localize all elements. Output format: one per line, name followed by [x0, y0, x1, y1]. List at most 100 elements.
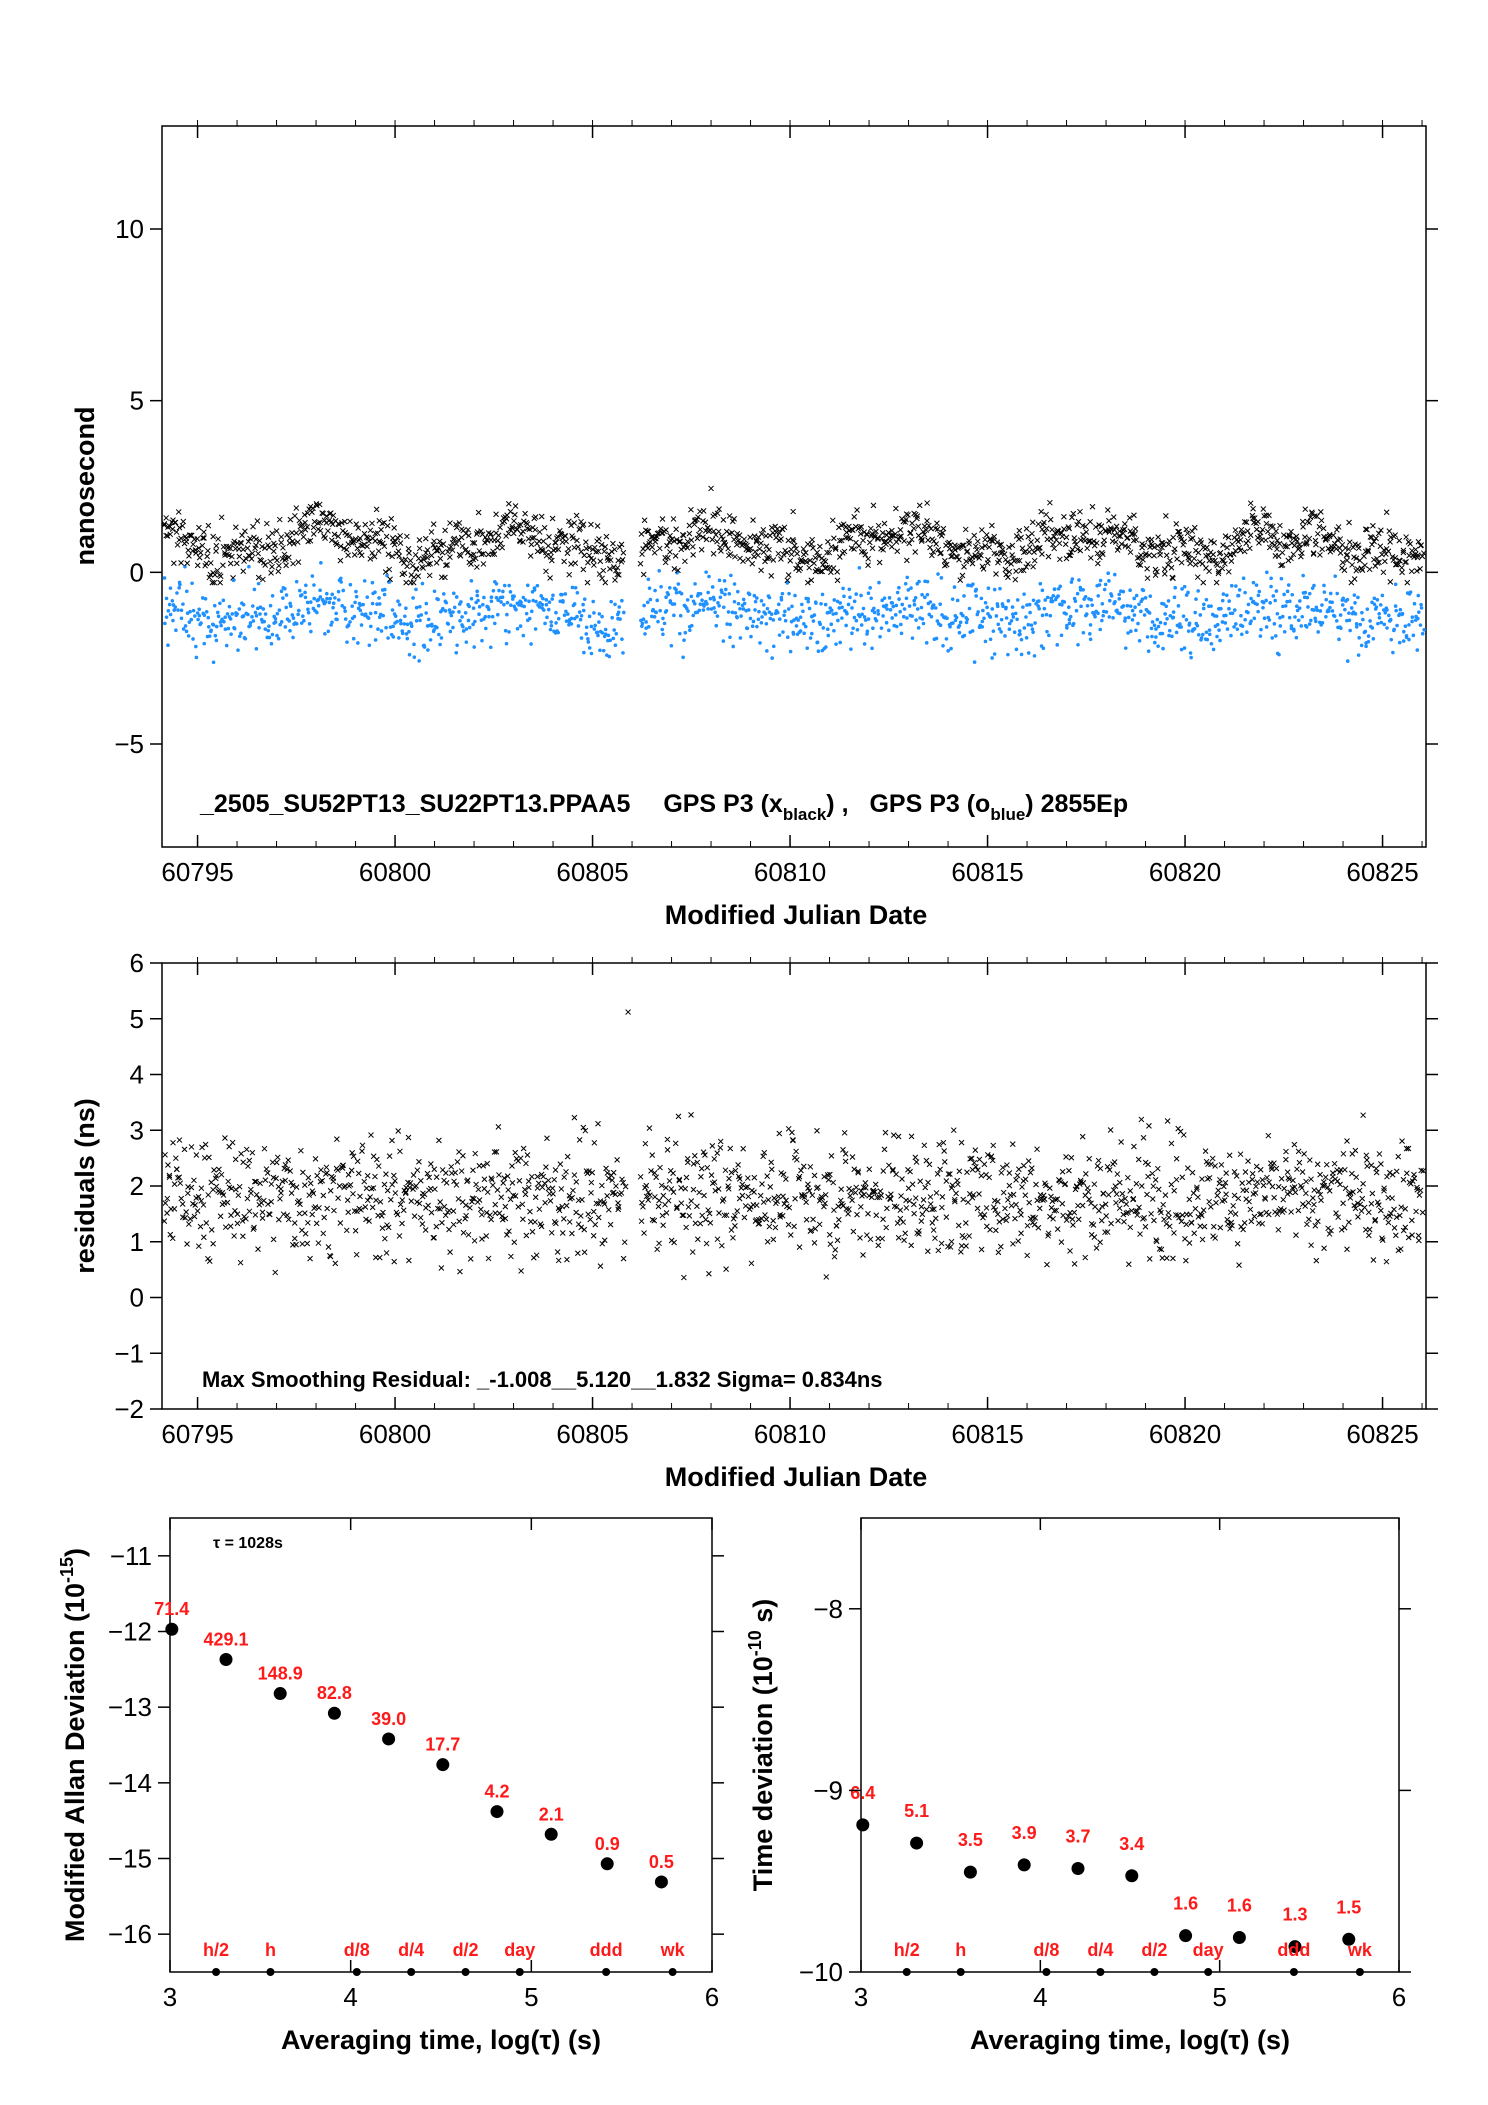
series-black-point	[869, 545, 876, 552]
series-blue-point	[1101, 609, 1106, 614]
residual-point	[1149, 1170, 1156, 1177]
residual-point	[427, 1161, 434, 1167]
series-blue-point	[692, 601, 697, 606]
series-blue-point	[691, 613, 696, 618]
series-blue-point	[512, 594, 516, 599]
series-blue-point	[496, 612, 500, 617]
series-blue-point	[664, 608, 669, 613]
series-black-point	[829, 517, 836, 524]
interval-label: wk	[1347, 1940, 1373, 1960]
series-blue-point	[895, 624, 899, 629]
series-blue-point	[1264, 625, 1269, 629]
series-black-point	[918, 538, 925, 545]
residual-point	[385, 1224, 392, 1231]
series-black-point	[353, 521, 360, 527]
series-black-point	[812, 554, 819, 561]
series-blue-point	[1089, 598, 1094, 602]
residual-point	[994, 1198, 1001, 1205]
residual-point	[1090, 1222, 1097, 1228]
series-blue-point	[1193, 610, 1197, 615]
y-tick-label: 1	[130, 1227, 144, 1257]
series-black-point	[1318, 517, 1325, 524]
residual-point	[1274, 1211, 1281, 1218]
series-blue-point	[183, 624, 188, 628]
series-blue-point	[1389, 637, 1394, 642]
series-blue-point	[1209, 604, 1213, 608]
series-black-point	[1035, 521, 1042, 527]
residual-point	[1000, 1189, 1007, 1196]
residual-point	[191, 1177, 197, 1184]
residual-point	[1215, 1187, 1222, 1194]
series-black-point	[320, 510, 327, 517]
series-black-point	[205, 522, 212, 529]
series-blue-point	[1148, 594, 1153, 599]
residual-point	[259, 1209, 266, 1216]
residual-point	[390, 1172, 397, 1179]
series-black-point	[437, 555, 444, 562]
series-blue-point	[206, 615, 211, 620]
series-blue-point	[1181, 614, 1186, 618]
residual-point	[559, 1203, 566, 1210]
residual-point	[1002, 1205, 1008, 1212]
series-black-point	[751, 553, 757, 560]
series-blue-point	[237, 607, 242, 611]
series-blue-point	[1234, 584, 1238, 588]
series-black-point	[478, 528, 484, 534]
series-black-point	[241, 558, 247, 564]
series-blue-point	[765, 649, 769, 653]
residual-point	[236, 1183, 243, 1190]
series-blue-point	[318, 588, 322, 593]
series-blue-point	[666, 592, 671, 597]
series-blue-point	[224, 643, 229, 648]
residual-point	[343, 1227, 350, 1234]
interval-marker	[1355, 1968, 1364, 1976]
series-blue-point	[214, 638, 219, 643]
series-black-point	[1118, 541, 1125, 547]
residual-point	[897, 1207, 904, 1213]
series-blue-point	[847, 587, 852, 592]
series-black-point	[688, 537, 695, 543]
residual-point	[334, 1167, 341, 1174]
series-blue-point	[504, 641, 509, 646]
series-black-point	[274, 557, 280, 564]
series-blue-point	[331, 605, 335, 610]
residual-point	[1295, 1148, 1302, 1155]
series-blue-point	[312, 583, 316, 587]
series-black-point	[1047, 516, 1054, 523]
series-black-point	[1131, 512, 1137, 519]
y-tick-label: 10	[115, 214, 144, 244]
residual-point	[1163, 1255, 1170, 1261]
series-black-point	[722, 542, 729, 548]
series-black-point	[580, 521, 587, 528]
residual-point	[225, 1178, 232, 1185]
residual-point	[1054, 1226, 1061, 1232]
residual-point	[1206, 1174, 1213, 1181]
series-blue-point	[579, 636, 584, 640]
residual-point	[492, 1201, 499, 1208]
series-black-point	[698, 546, 705, 553]
residual-point	[399, 1197, 406, 1203]
residual-point	[937, 1166, 943, 1173]
series-black-point	[755, 552, 761, 559]
series-blue-point	[1065, 623, 1069, 628]
series-black-point	[1069, 514, 1075, 521]
series-blue-point	[1171, 615, 1176, 620]
residual-point	[296, 1210, 303, 1217]
series-black-point	[1225, 568, 1232, 575]
series-blue-point	[1387, 613, 1391, 618]
residual-point	[702, 1216, 709, 1223]
series-blue-point	[803, 624, 808, 629]
series-blue-point	[246, 612, 250, 617]
series-blue-point	[173, 605, 178, 609]
series-blue-point	[1255, 602, 1259, 607]
residual-point	[578, 1224, 585, 1231]
series-blue-point	[235, 612, 239, 616]
residual-point	[574, 1250, 581, 1257]
series-black-point	[238, 540, 245, 546]
series-blue-point	[1254, 583, 1259, 587]
series-black-point	[1184, 530, 1191, 537]
residual-point	[850, 1228, 857, 1235]
residual-point	[1405, 1234, 1412, 1241]
series-black-point	[982, 536, 988, 543]
residual-point	[1125, 1209, 1131, 1216]
